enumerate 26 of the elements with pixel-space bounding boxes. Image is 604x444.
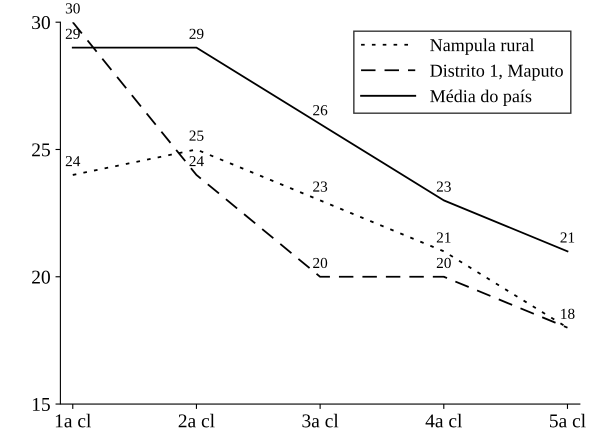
y-tick-label: 25 — [32, 143, 50, 156]
y-tick-label: 15 — [32, 398, 50, 411]
data-label: 21 — [560, 232, 574, 242]
legend-label: Média do país — [430, 90, 532, 106]
x-tick-label: 1a cl — [56, 414, 91, 428]
y-tick-label: 30 — [32, 16, 50, 30]
data-label: 20 — [436, 258, 451, 268]
data-label: 24 — [189, 156, 204, 166]
x-tick-label: 3a cl — [302, 414, 338, 428]
data-label: 30 — [66, 3, 80, 14]
legend-label: Distrito 1, Maputo — [430, 64, 563, 80]
data-label: 29 — [189, 28, 204, 39]
y-tick-label: 20 — [32, 270, 50, 284]
data-label: 23 — [313, 181, 328, 192]
data-label: 21 — [436, 232, 451, 242]
data-label: 25 — [189, 130, 204, 141]
data-label: 26 — [313, 105, 328, 116]
x-tick-label: 4a cl — [426, 414, 462, 428]
data-label: 18 — [561, 308, 575, 320]
x-tick-label: 5a cl — [550, 414, 586, 428]
x-tick-label: 2a cl — [178, 414, 215, 428]
data-label: 24 — [66, 156, 80, 166]
data-label: 29 — [66, 28, 80, 39]
legend-label: Nampula rural — [430, 38, 534, 55]
data-label: 20 — [313, 258, 328, 268]
data-label: 23 — [436, 181, 451, 192]
